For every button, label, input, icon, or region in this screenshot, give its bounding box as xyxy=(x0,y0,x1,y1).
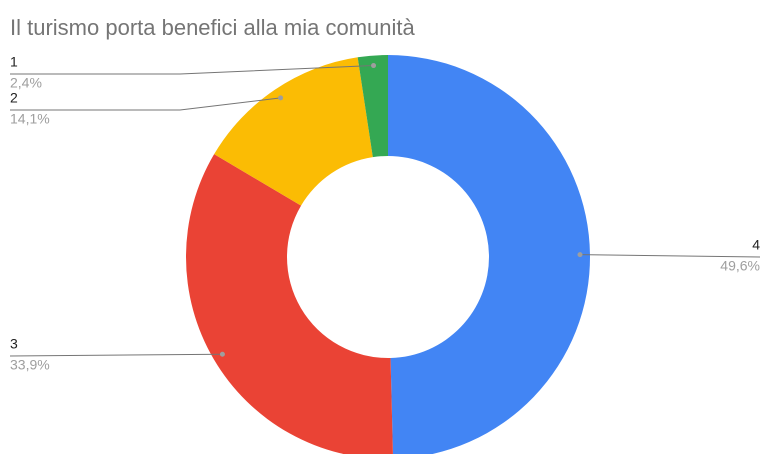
donut-slice xyxy=(388,55,590,454)
leader-dot xyxy=(577,252,583,258)
leader-line xyxy=(10,97,281,111)
slice-value-label: 2,4% xyxy=(10,75,42,91)
slice-category-label: 4 xyxy=(752,237,760,253)
slice-value-label: 33,9% xyxy=(10,357,50,373)
leader-dot xyxy=(278,95,284,101)
donut-slice xyxy=(186,154,393,454)
slice-category-label: 2 xyxy=(10,90,18,106)
slice-value-label: 49,6% xyxy=(720,258,760,274)
chart-title: Il turismo porta benefici alla mia comun… xyxy=(10,15,415,40)
donut-slice xyxy=(214,57,373,206)
leader-line xyxy=(579,254,761,258)
slice-category-label: 1 xyxy=(10,54,18,70)
slice-value-label: 14,1% xyxy=(10,111,50,127)
leader-line xyxy=(10,65,374,75)
leader-dot xyxy=(371,63,377,69)
leader-line xyxy=(9,353,223,357)
donut-slice xyxy=(357,55,388,158)
leader-dot xyxy=(219,351,225,357)
slice-category-label: 3 xyxy=(10,336,18,352)
